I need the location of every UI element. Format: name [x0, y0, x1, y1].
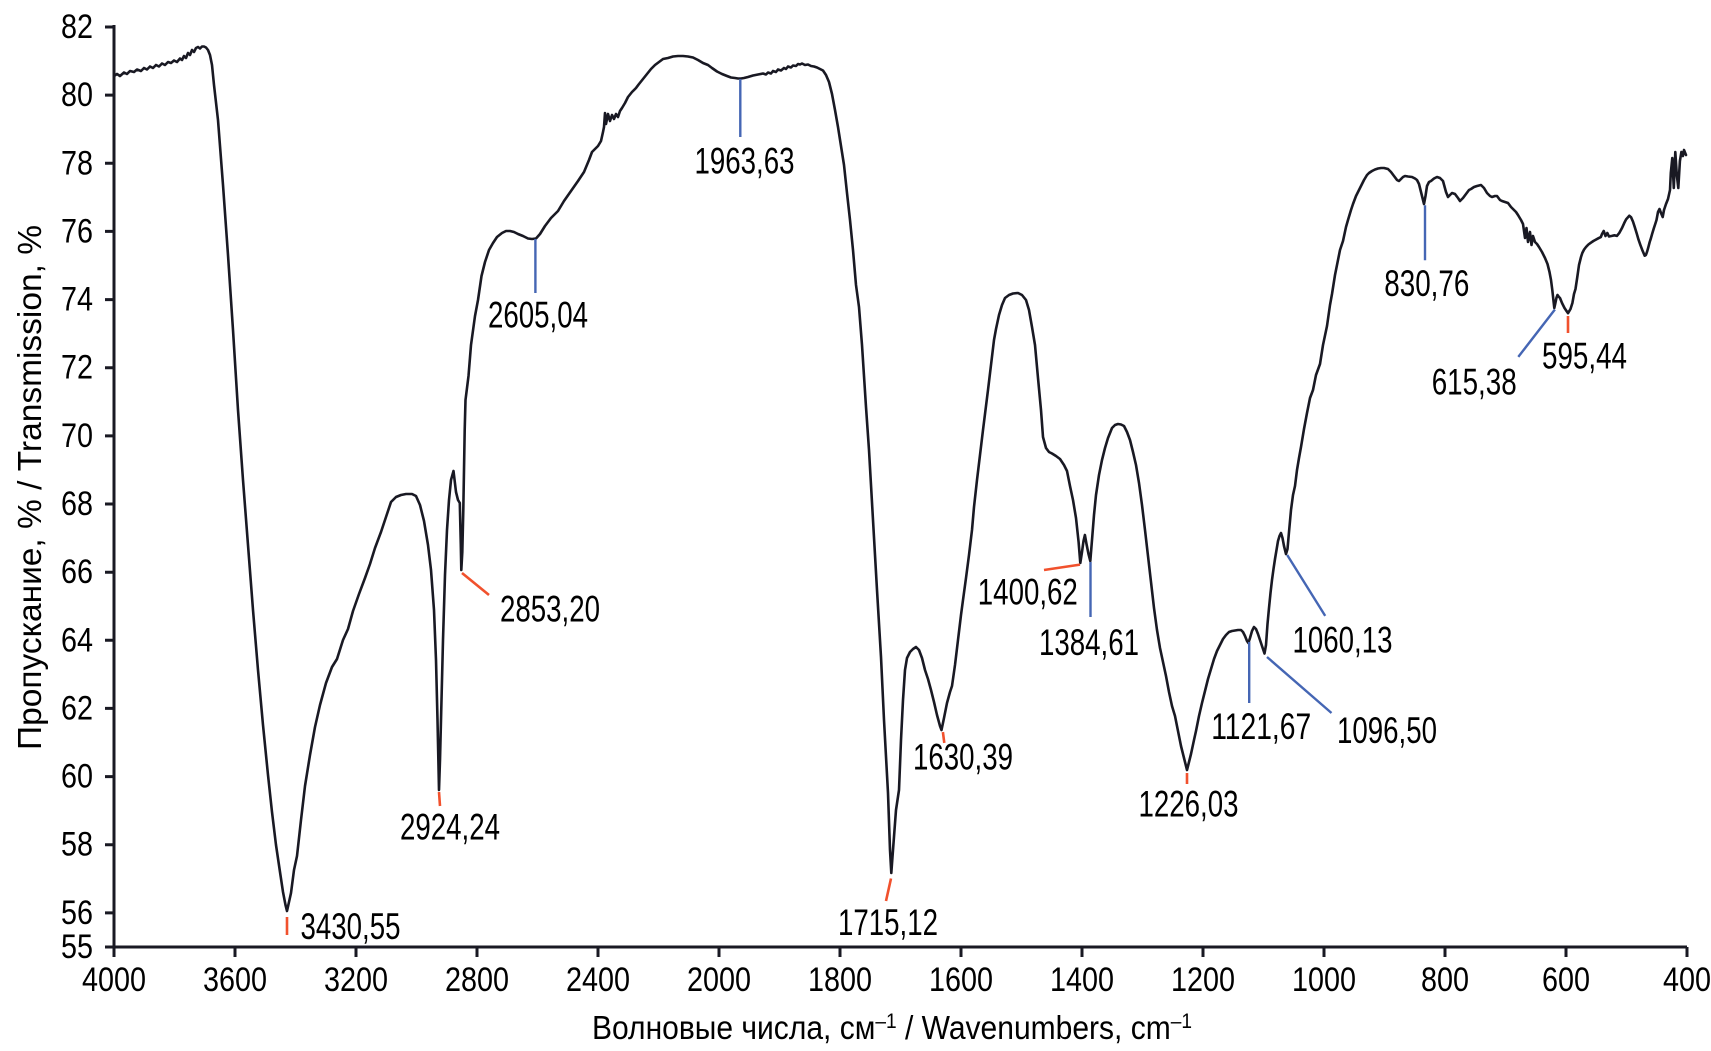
svg-text:1715,12: 1715,12	[838, 901, 938, 943]
svg-text:55: 55	[61, 928, 93, 966]
svg-text:1800: 1800	[808, 961, 872, 999]
svg-text:76: 76	[61, 212, 93, 250]
svg-text:400: 400	[1663, 961, 1711, 999]
svg-text:80: 80	[61, 76, 93, 114]
svg-text:62: 62	[61, 689, 93, 727]
svg-text:595,44: 595,44	[1542, 334, 1627, 376]
svg-text:70: 70	[61, 417, 93, 455]
svg-text:66: 66	[61, 553, 93, 591]
svg-text:2000: 2000	[687, 961, 751, 999]
svg-text:2605,04: 2605,04	[488, 293, 588, 335]
svg-text:1226,03: 1226,03	[1139, 782, 1239, 824]
svg-text:3600: 3600	[203, 961, 267, 999]
svg-text:72: 72	[61, 349, 93, 387]
svg-text:56: 56	[61, 894, 93, 932]
svg-text:1600: 1600	[929, 961, 993, 999]
svg-text:1000: 1000	[1292, 961, 1356, 999]
svg-text:2400: 2400	[566, 961, 630, 999]
svg-text:615,38: 615,38	[1432, 360, 1517, 402]
svg-text:2924,24: 2924,24	[400, 805, 500, 847]
svg-text:1630,39: 1630,39	[913, 735, 1013, 777]
svg-text:64: 64	[61, 621, 93, 659]
svg-text:4000: 4000	[82, 961, 146, 999]
svg-text:82: 82	[61, 8, 93, 46]
svg-text:1963,63: 1963,63	[695, 139, 795, 181]
svg-text:2853,20: 2853,20	[500, 587, 600, 629]
svg-text:3200: 3200	[324, 961, 388, 999]
svg-text:800: 800	[1421, 961, 1469, 999]
svg-text:60: 60	[61, 758, 93, 796]
svg-text:1200: 1200	[1171, 961, 1235, 999]
svg-text:74: 74	[61, 281, 93, 319]
svg-text:2800: 2800	[445, 961, 509, 999]
svg-text:830,76: 830,76	[1384, 262, 1469, 304]
svg-text:1060,13: 1060,13	[1293, 618, 1393, 660]
svg-text:600: 600	[1542, 961, 1590, 999]
svg-text:58: 58	[61, 826, 93, 864]
svg-text:1384,61: 1384,61	[1039, 621, 1139, 663]
svg-text:78: 78	[61, 144, 93, 182]
svg-text:68: 68	[61, 485, 93, 523]
svg-text:Пропускание, % / Transmission,: Пропускание, % / Transmission, %	[11, 225, 48, 750]
svg-text:1400,62: 1400,62	[978, 570, 1078, 612]
svg-text:3430,55: 3430,55	[301, 905, 401, 947]
svg-text:1096,50: 1096,50	[1337, 709, 1437, 751]
svg-text:1400: 1400	[1050, 961, 1114, 999]
svg-text:1121,67: 1121,67	[1211, 705, 1311, 747]
